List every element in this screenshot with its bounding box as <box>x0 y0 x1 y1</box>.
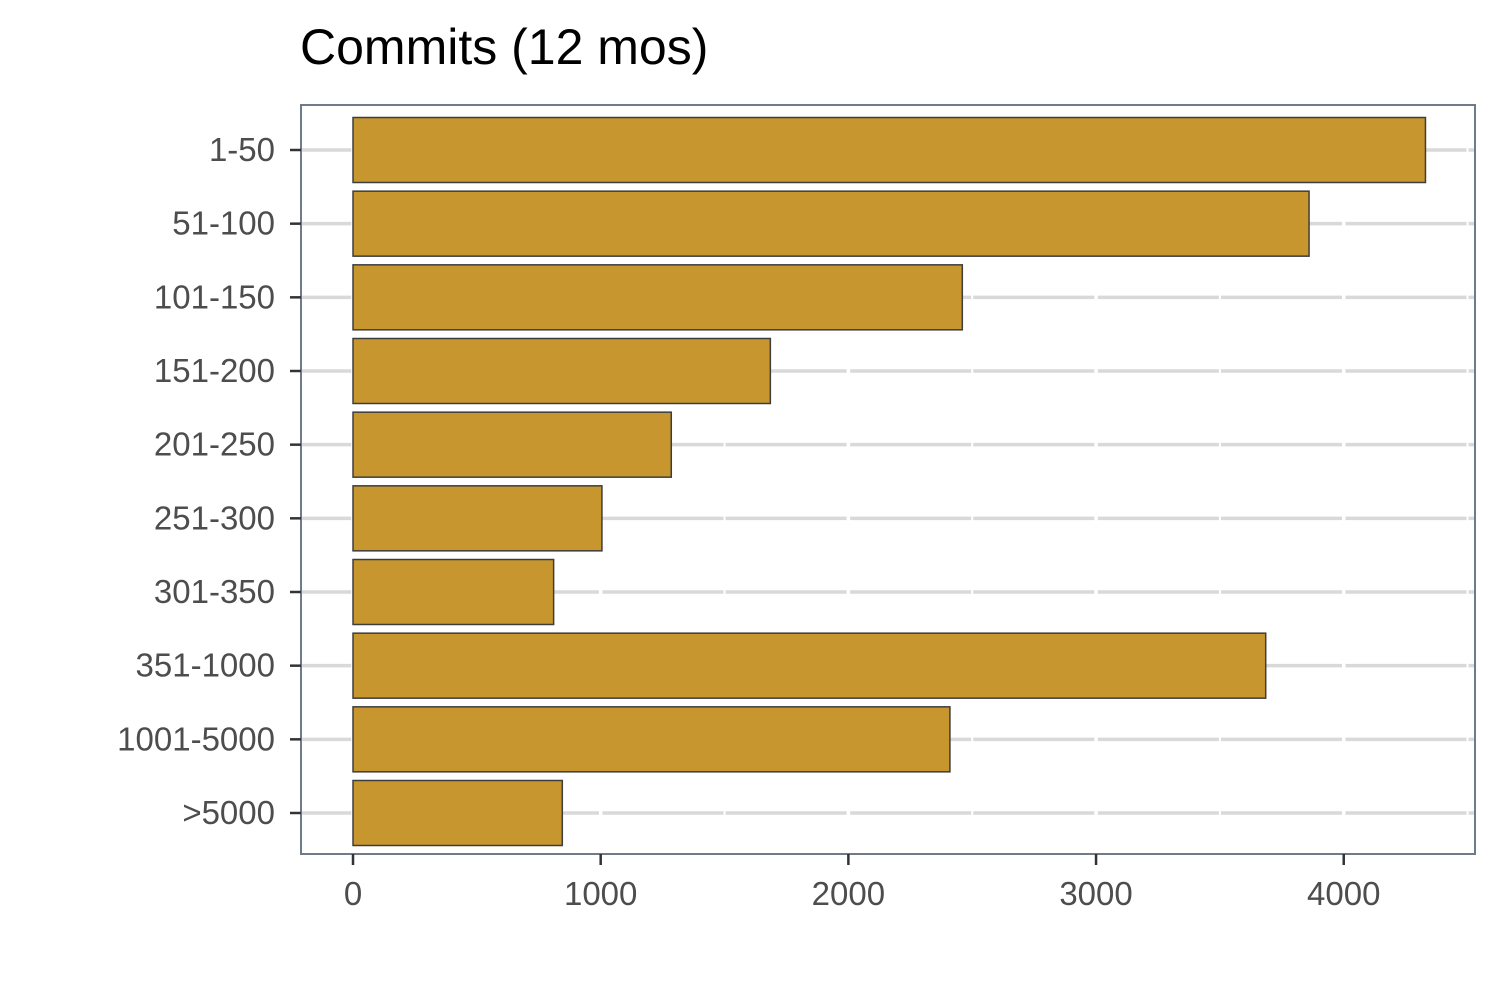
bar-101-150 <box>352 264 964 331</box>
bar--5000 <box>352 779 564 847</box>
bar-1001-5000 <box>352 706 951 773</box>
bar-351-1000 <box>352 632 1267 699</box>
y-tick-label: 1001-5000 <box>117 720 275 757</box>
y-tick-label: 351-1000 <box>136 647 275 684</box>
x-tick-label: 0 <box>344 875 362 912</box>
bar-301-350 <box>352 558 555 626</box>
y-tick-label: 251-300 <box>154 499 275 536</box>
y-tick-label: >5000 <box>182 794 275 831</box>
x-tick-label: 3000 <box>1059 875 1132 912</box>
y-tick-label: 201-250 <box>154 426 275 463</box>
bar-151-200 <box>352 337 772 405</box>
bar-201-250 <box>352 411 673 478</box>
y-axis: 1-50 51-100 101-150 151-200 201-250 251-300 30… <box>117 131 301 831</box>
chart-title: Commits (12 mos) <box>300 19 709 75</box>
bar-1-50 <box>352 116 1427 184</box>
bar-51-100 <box>352 190 1310 257</box>
y-tick-label: 301-350 <box>154 573 275 610</box>
y-tick-label: 51-100 <box>172 205 275 242</box>
x-tick-label: 1000 <box>564 875 637 912</box>
y-tick-label: 101-150 <box>154 278 275 315</box>
x-tick-label: 4000 <box>1307 875 1380 912</box>
bar-251-300 <box>352 485 603 552</box>
x-tick-label: 2000 <box>812 875 885 912</box>
y-tick-label: 1-50 <box>209 131 275 168</box>
panel-border <box>300 104 1476 855</box>
y-tick-label: 151-200 <box>154 352 275 389</box>
bars-group <box>352 116 1427 847</box>
x-axis: 0 1000 2000 3000 4000 <box>344 854 1380 912</box>
